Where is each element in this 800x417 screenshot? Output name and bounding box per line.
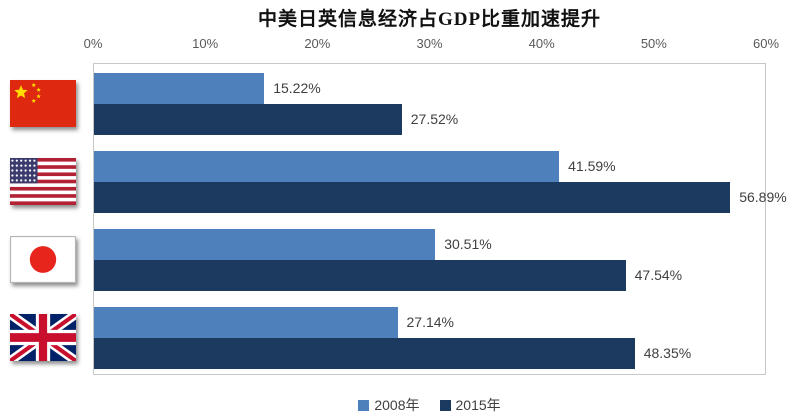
bar-row-china-2015年: 27.52% [94,104,765,135]
bar-value-label: 27.14% [406,314,454,330]
x-tick-label: 0% [83,36,103,51]
bar-value-label: 48.35% [643,345,692,361]
legend-item-2015年: 2015年 [439,395,501,415]
bar-row-china-2008年: 15.22% [94,73,765,104]
bar-japan-2008年 [94,229,436,260]
bar-japan-2015年 [94,260,626,291]
legend-label: 2008年 [374,397,420,413]
bar-uk-2015年 [94,338,635,369]
legend-swatch-icon [358,399,370,411]
china-flag-icon [10,80,76,127]
x-axis-ticks: 0% 10% 20% 30% 40% 50% 60% [84,36,779,52]
x-tick-label: 30% [416,36,443,51]
bar-row-uk-2008年: 27.14% [94,307,765,338]
bar-row-japan-2008年: 30.51% [94,229,765,260]
chart-title: 中美日英信息经济占GDP比重加速提升 [257,9,602,30]
bar-value-label: 56.89% [739,189,787,205]
legend: 2008年 2015年 [93,395,766,415]
legend-item-2008年: 2008年 [358,395,420,415]
bar-value-label: 15.22% [273,80,321,96]
bar-row-usa-2008年: 41.59% [94,151,765,182]
bar-value-label: 47.54% [634,267,683,283]
bar-row-japan-2015年: 47.54% [94,260,765,291]
bar-usa-2015年 [94,182,731,213]
bar-row-uk-2015年: 48.35% [94,338,765,369]
japan-flag-icon [10,236,76,283]
x-tick-label: 40% [528,36,555,51]
legend-swatch-icon [439,399,451,411]
bar-value-label: 27.52% [410,111,459,127]
x-tick-label: 20% [304,36,331,51]
uk-flag-icon [10,314,76,361]
x-tick-label: 60% [752,36,780,51]
bar-row-usa-2015年: 56.89% [94,182,787,213]
bar-value-label: 41.59% [568,158,616,174]
x-tick-label: 50% [640,36,667,51]
plot-area: 15.22% 27.52% 41.59% 56.89% 30.51% 47.54% 27.1… [93,63,787,375]
category-flag-column [0,63,93,375]
bar-uk-2008年 [94,307,398,338]
usa-flag-icon [10,158,76,205]
bar-usa-2008年 [94,151,560,182]
x-tick-label: 10% [192,36,219,51]
bar-china-2015年 [94,104,402,135]
bar-value-label: 30.51% [444,236,492,252]
bar-china-2008年 [94,73,265,104]
legend-label: 2015年 [455,397,501,413]
